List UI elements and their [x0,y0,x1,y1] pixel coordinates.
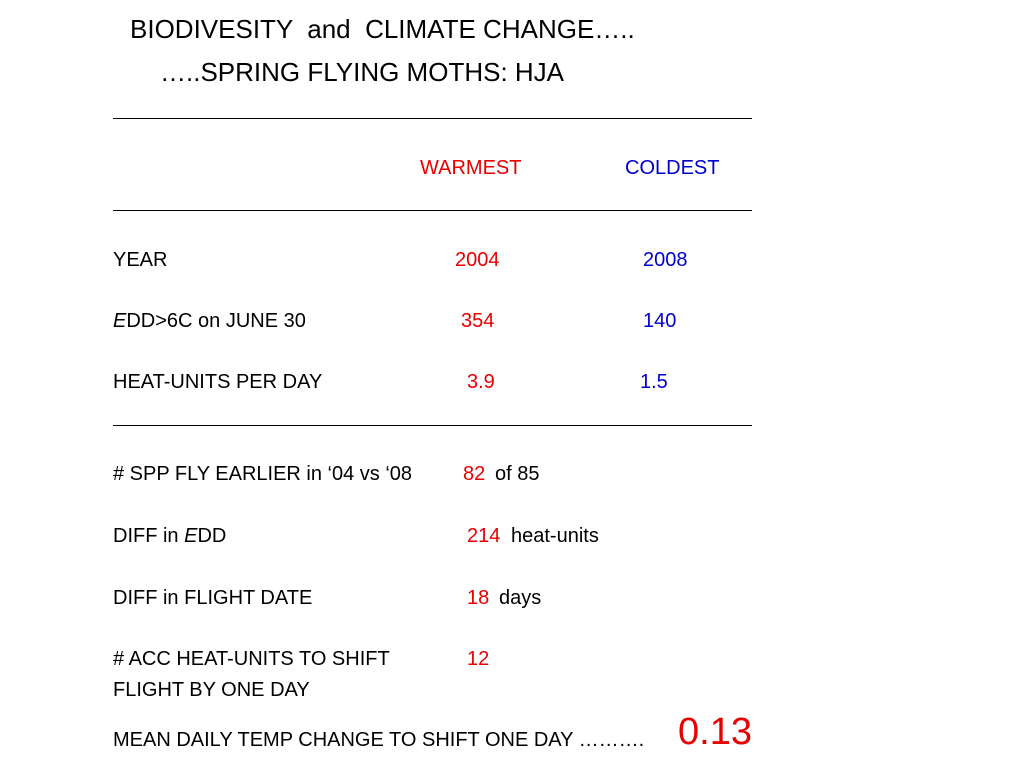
result-unit: days [499,587,542,609]
result-value: 214 [467,525,501,547]
result-unit: heat-units [511,525,599,547]
row-label: YEAR [113,249,168,271]
label-part: DD>6C on JUNE 30 [126,310,306,332]
label-part: E [184,525,198,547]
cell: 140 [643,310,677,332]
title-line: …..SPRING FLYING MOTHS: HJA [160,57,565,87]
label-part: DD [197,525,227,547]
separator [113,118,752,119]
separator [113,425,752,426]
result-label: # ACC HEAT-UNITS TO SHIFT [113,648,390,670]
result-value: 82 [463,463,486,485]
cell: 2004 [455,249,500,271]
result-unit: of 85 [495,463,540,485]
result-label: # SPP FLY EARLIER in ‘04 vs ‘08 [113,463,413,485]
result-label: DIFF in EDD [113,524,226,548]
conclusion-label: MEAN DAILY TEMP CHANGE TO SHIFT ONE DAY … [113,729,645,751]
result-value: 18 [467,587,490,609]
result-label: DIFF in FLIGHT DATE [113,587,313,609]
cell: 354 [461,310,495,332]
column-header: WARMEST [420,157,522,179]
title-line: BIODIVESITY and CLIMATE CHANGE….. [130,14,635,44]
result-label: FLIGHT BY ONE DAY [113,679,310,701]
result-value: 12 [467,648,490,670]
cell: 2008 [643,249,688,271]
cell: 1.5 [640,371,668,393]
row-label: EDD>6C on JUNE 30 [113,309,306,333]
conclusion-value: 0.13 [678,711,752,753]
cell: 3.9 [467,371,495,393]
row-label: HEAT-UNITS PER DAY [113,371,323,393]
label-part: DIFF in [113,525,185,547]
separator [113,210,752,211]
column-header: COLDEST [625,157,720,179]
label-part: E [113,310,127,332]
